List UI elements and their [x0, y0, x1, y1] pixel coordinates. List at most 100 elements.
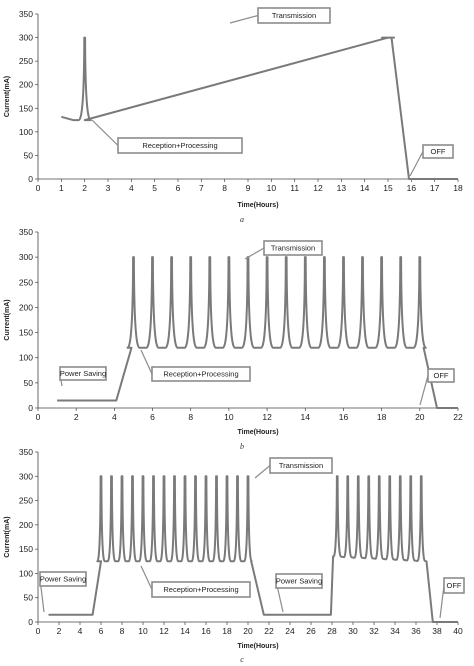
x-tick-label: 3 [106, 183, 111, 193]
callout-box [269, 457, 333, 474]
x-tick-label: 12 [313, 183, 323, 193]
x-tick-label: 4 [78, 626, 83, 636]
callout-leader-line [140, 565, 153, 590]
callout-leader-line [254, 465, 271, 479]
x-tick-label: 17 [430, 183, 440, 193]
x-tick-label: 24 [285, 626, 295, 636]
x-tick-label: 2 [82, 183, 87, 193]
x-tick-label: 22 [453, 412, 463, 422]
x-tick-label: 18 [377, 412, 387, 422]
y-tick-label: 0 [28, 617, 33, 627]
x-tick-label: 18 [453, 183, 463, 193]
x-tick-label: 36 [411, 626, 421, 636]
callout-label: Reception+Processing [142, 141, 217, 150]
y-tick-label: 150 [19, 103, 33, 113]
panel-letter: a [240, 215, 244, 224]
callout-box [422, 144, 454, 159]
callout-box [275, 573, 323, 589]
x-tick-label: 6 [176, 183, 181, 193]
callout-label: Power Saving [60, 369, 106, 378]
callout-leader-line [91, 119, 119, 146]
y-tick-label: 0 [28, 174, 33, 184]
x-tick-label: 34 [390, 626, 400, 636]
y-tick-label: 50 [24, 150, 34, 160]
callout-label: Power Saving [276, 577, 322, 586]
x-tick-label: 20 [243, 626, 253, 636]
y-axis-title: Current(mA) [4, 516, 11, 557]
x-tick-label: 0 [36, 626, 41, 636]
x-tick-label: 4 [129, 183, 134, 193]
callout-label: Reception+Processing [163, 370, 238, 379]
callout-box [257, 7, 331, 24]
x-tick-label: 1 [59, 183, 64, 193]
panel-letter: b [240, 442, 244, 451]
y-tick-label: 200 [19, 302, 33, 312]
callout-leader-line [419, 375, 429, 406]
y-tick-label: 0 [28, 403, 33, 413]
current-series-line [61, 36, 458, 180]
x-axis-title: Time(Hours) [237, 202, 278, 209]
callout-leader-line [229, 14, 259, 24]
x-tick-label: 8 [222, 183, 227, 193]
callout-leader-line [140, 349, 153, 375]
x-axis-title: Time(Hours) [237, 429, 278, 436]
callout-label: Reception+Processing [163, 585, 238, 594]
callout-box [39, 571, 87, 587]
x-tick-label: 14 [301, 412, 311, 422]
current-series-line [48, 475, 458, 623]
y-axis-title: Current(mA) [4, 299, 11, 340]
x-tick-label: 0 [36, 412, 41, 422]
chart-panel-b: 0 50 100 150 200 250 300 350 0 2 4 6 8 10 12 14 16 18 20 22… [4, 227, 463, 451]
x-tick-label: 5 [152, 183, 157, 193]
x-tick-label: 0 [36, 183, 41, 193]
y-tick-label: 350 [19, 227, 33, 237]
y-tick-label: 250 [19, 56, 33, 66]
x-tick-label: 16 [407, 183, 417, 193]
x-tick-label: 40 [453, 626, 463, 636]
callout-box [151, 581, 251, 598]
x-tick-label: 8 [120, 626, 125, 636]
x-tick-label: 20 [415, 412, 425, 422]
y-tick-label: 350 [19, 9, 33, 19]
y-tick-label: 350 [19, 447, 33, 457]
x-tick-label: 38 [432, 626, 442, 636]
callout-label: OFF [431, 147, 446, 156]
x-tick-label: 28 [327, 626, 337, 636]
x-tick-label: 12 [262, 412, 272, 422]
callout-box [263, 240, 323, 256]
callout-leader-line [409, 151, 424, 177]
callout-label: Power Saving [40, 575, 86, 584]
x-tick-label: 16 [339, 412, 349, 422]
callout-label: Transmission [271, 244, 315, 253]
y-tick-label: 250 [19, 496, 33, 506]
y-tick-label: 300 [19, 252, 33, 262]
callout-label: Transmission [279, 461, 323, 470]
x-tick-label: 2 [57, 626, 62, 636]
x-tick-label: 14 [180, 626, 190, 636]
callout-label: Transmission [272, 11, 316, 20]
x-tick-label: 15 [383, 183, 393, 193]
y-axis-title: Current(mA) [4, 76, 11, 117]
callout-box [59, 366, 107, 381]
y-tick-label: 50 [24, 378, 34, 388]
x-tick-label: 11 [290, 183, 299, 193]
x-tick-label: 22 [264, 626, 274, 636]
x-tick-label: 2 [74, 412, 79, 422]
x-tick-label: 13 [337, 183, 347, 193]
callout-box [151, 366, 251, 382]
x-tick-label: 18 [222, 626, 232, 636]
callout-leader-line [244, 247, 265, 260]
y-tick-label: 300 [19, 471, 33, 481]
y-tick-label: 150 [19, 328, 33, 338]
x-tick-label: 16 [201, 626, 211, 636]
x-tick-label: 32 [369, 626, 379, 636]
current-series-line [57, 256, 458, 409]
callout-box [427, 368, 455, 383]
y-tick-label: 200 [19, 520, 33, 530]
y-tick-label: 250 [19, 277, 33, 287]
callout-label: OFF [434, 371, 449, 380]
x-tick-label: 4 [112, 412, 117, 422]
y-tick-label: 200 [19, 80, 33, 90]
